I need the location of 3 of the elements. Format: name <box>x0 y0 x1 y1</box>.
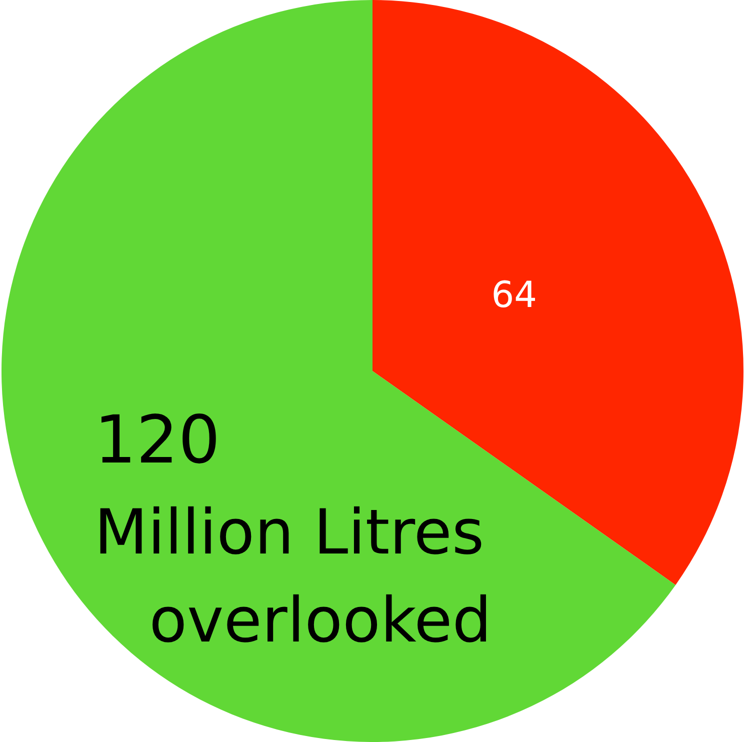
text: Million Litres overlooked <box>94 495 492 656</box>
data-label: 120 <box>94 401 220 478</box>
data-label: 64 <box>491 274 538 316</box>
